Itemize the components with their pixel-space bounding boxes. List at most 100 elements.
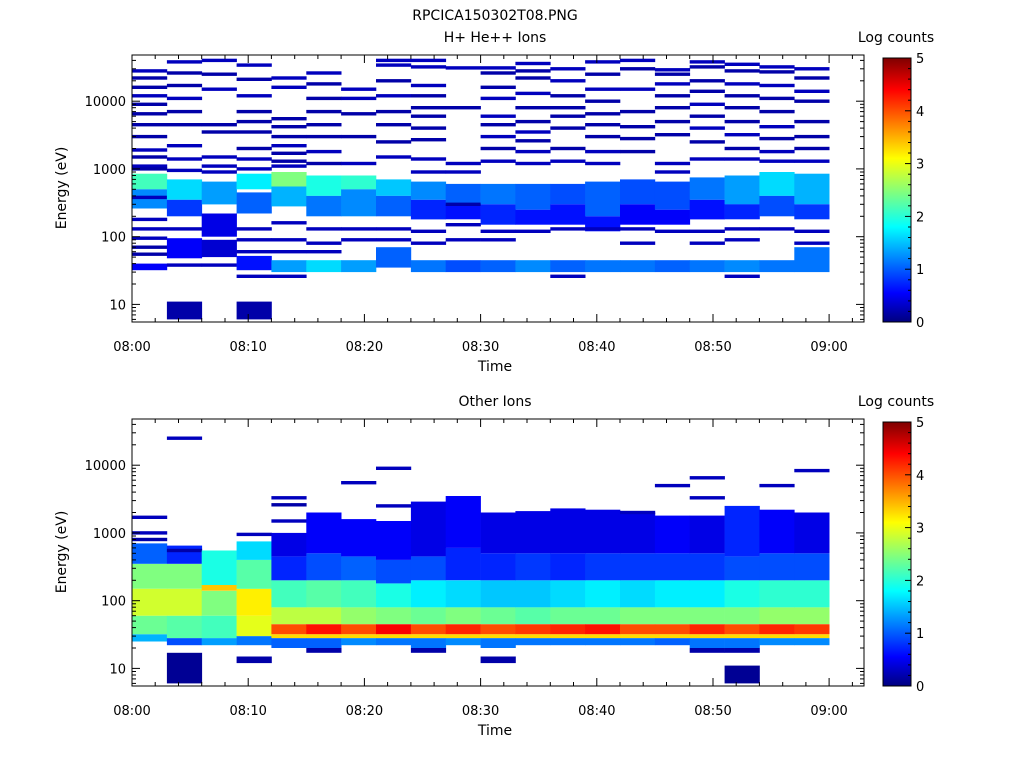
- spectrogram-cell: [341, 624, 377, 635]
- spectrogram-cell: [620, 638, 656, 646]
- spectrogram-cell: [689, 634, 725, 639]
- spectrogram-cell: [585, 181, 621, 217]
- spectrogram-cell: [515, 229, 551, 233]
- spectrogram-cell: [654, 483, 691, 488]
- spectrogram-cell: [654, 94, 691, 98]
- time-column: [515, 511, 551, 646]
- spectrogram-cell: [271, 164, 307, 168]
- time-column: [445, 66, 481, 273]
- spectrogram-cell: [550, 274, 586, 278]
- spectrogram-cell: [376, 58, 412, 63]
- spectrogram-cell: [585, 260, 621, 273]
- spectrogram-cell: [654, 229, 691, 233]
- spectrogram-cell: [166, 71, 203, 75]
- x-tick-label: 08:00: [113, 340, 150, 355]
- spectrogram-cell: [759, 553, 795, 581]
- spectrogram-cell: [759, 483, 795, 488]
- spectrogram-cell: [236, 238, 272, 242]
- spectrogram-cell: [759, 509, 795, 554]
- time-column: [480, 66, 516, 273]
- x-tick-label: 08:10: [229, 704, 266, 719]
- spectrogram-cell: [410, 260, 447, 273]
- spectrogram-cell: [724, 580, 760, 608]
- spectrogram-cell: [376, 63, 412, 67]
- spectrogram-cell: [410, 106, 447, 110]
- spectrogram-cell: [271, 274, 307, 278]
- spectrogram-cell: [724, 624, 760, 635]
- spectrogram-cell: [271, 250, 307, 254]
- spectrogram-cell: [410, 126, 447, 130]
- spectrogram-cell: [620, 204, 656, 225]
- spectrogram-cell: [271, 634, 307, 639]
- spectrogram-cell: [480, 607, 516, 625]
- spectrogram-cell: [654, 209, 691, 225]
- time-column: [201, 58, 237, 267]
- spectrogram-cell: [376, 79, 412, 83]
- x-tick-label: 08:40: [578, 704, 615, 719]
- spectrogram-cell: [341, 238, 377, 242]
- spectrogram-cell: [306, 607, 342, 625]
- spectrogram-cell: [410, 83, 447, 88]
- y-tick-label: 10: [109, 298, 126, 313]
- spectrogram-cell: [550, 159, 586, 163]
- spectrogram-cell: [306, 250, 342, 254]
- spectrogram-cell: [306, 175, 342, 196]
- spectrogram-cell: [306, 648, 342, 653]
- spectrogram-cell: [689, 260, 725, 273]
- spectrogram-cell: [132, 94, 168, 98]
- spectrogram-cell: [236, 167, 272, 171]
- spectrogram-cell: [132, 167, 168, 171]
- spectrogram-cell: [585, 638, 621, 646]
- colorbar-ticks: 0 1 2 3 4 5: [905, 52, 924, 331]
- spectrogram-cell: [306, 161, 342, 166]
- time-column: [724, 505, 760, 684]
- spectrogram-cell: [306, 149, 342, 154]
- spectrogram-cell: [166, 545, 203, 564]
- spectrogram-cell: [480, 96, 516, 101]
- spectrogram-cell: [376, 638, 412, 646]
- spectrogram-cell: [794, 229, 830, 233]
- spectrogram-cell: [166, 307, 203, 320]
- spectrogram-cell: [759, 227, 795, 231]
- spectrogram-cell: [689, 607, 725, 625]
- y-axis: 10 100 1000 10000: [85, 423, 864, 684]
- spectrogram-cell: [689, 60, 725, 64]
- spectrogram-cell: [341, 227, 377, 231]
- spectrogram-cell: [410, 624, 447, 635]
- spectrogram-cell: [759, 70, 795, 74]
- x-tick-label: 08:30: [462, 704, 499, 719]
- time-column: [550, 67, 586, 278]
- spectrogram-cell: [515, 76, 551, 80]
- spectrogram-cell: [201, 263, 237, 267]
- spectrogram-cell: [271, 532, 307, 557]
- spectrogram-cell: [794, 204, 830, 220]
- spectrogram-cell: [166, 563, 203, 589]
- spectrogram-cell: [794, 119, 830, 124]
- spectrogram-cell: [585, 99, 621, 103]
- spectrogram-cell: [236, 541, 272, 560]
- spectrogram-cell: [724, 556, 760, 581]
- spectrogram-cell: [341, 481, 377, 485]
- spectrogram-cell: [132, 245, 168, 249]
- spectrogram-cell: [794, 241, 830, 245]
- time-column: [410, 58, 447, 273]
- spectrogram-cell: [550, 624, 586, 635]
- spectrogram-cell: [620, 136, 656, 141]
- spectrogram-cell: [445, 496, 481, 548]
- spectrogram-cell: [759, 83, 795, 88]
- spectrogram-cell: [689, 241, 725, 245]
- spectrogram-cell: [585, 580, 621, 608]
- time-column: [306, 71, 342, 273]
- spectrogram-cell: [132, 263, 168, 271]
- spectrogram-cell: [480, 134, 516, 139]
- spectrogram-cell: [376, 140, 412, 144]
- spectrogram-cell: [794, 247, 830, 273]
- spectrogram-cell: [271, 76, 307, 80]
- spectrogram-cell: [759, 580, 795, 608]
- spectrogram-cell: [445, 624, 481, 635]
- spectrogram-cell: [132, 123, 168, 127]
- spectrogram-cell: [654, 515, 691, 554]
- spectrogram-cell: [132, 102, 168, 106]
- spectrogram-cell: [236, 192, 272, 214]
